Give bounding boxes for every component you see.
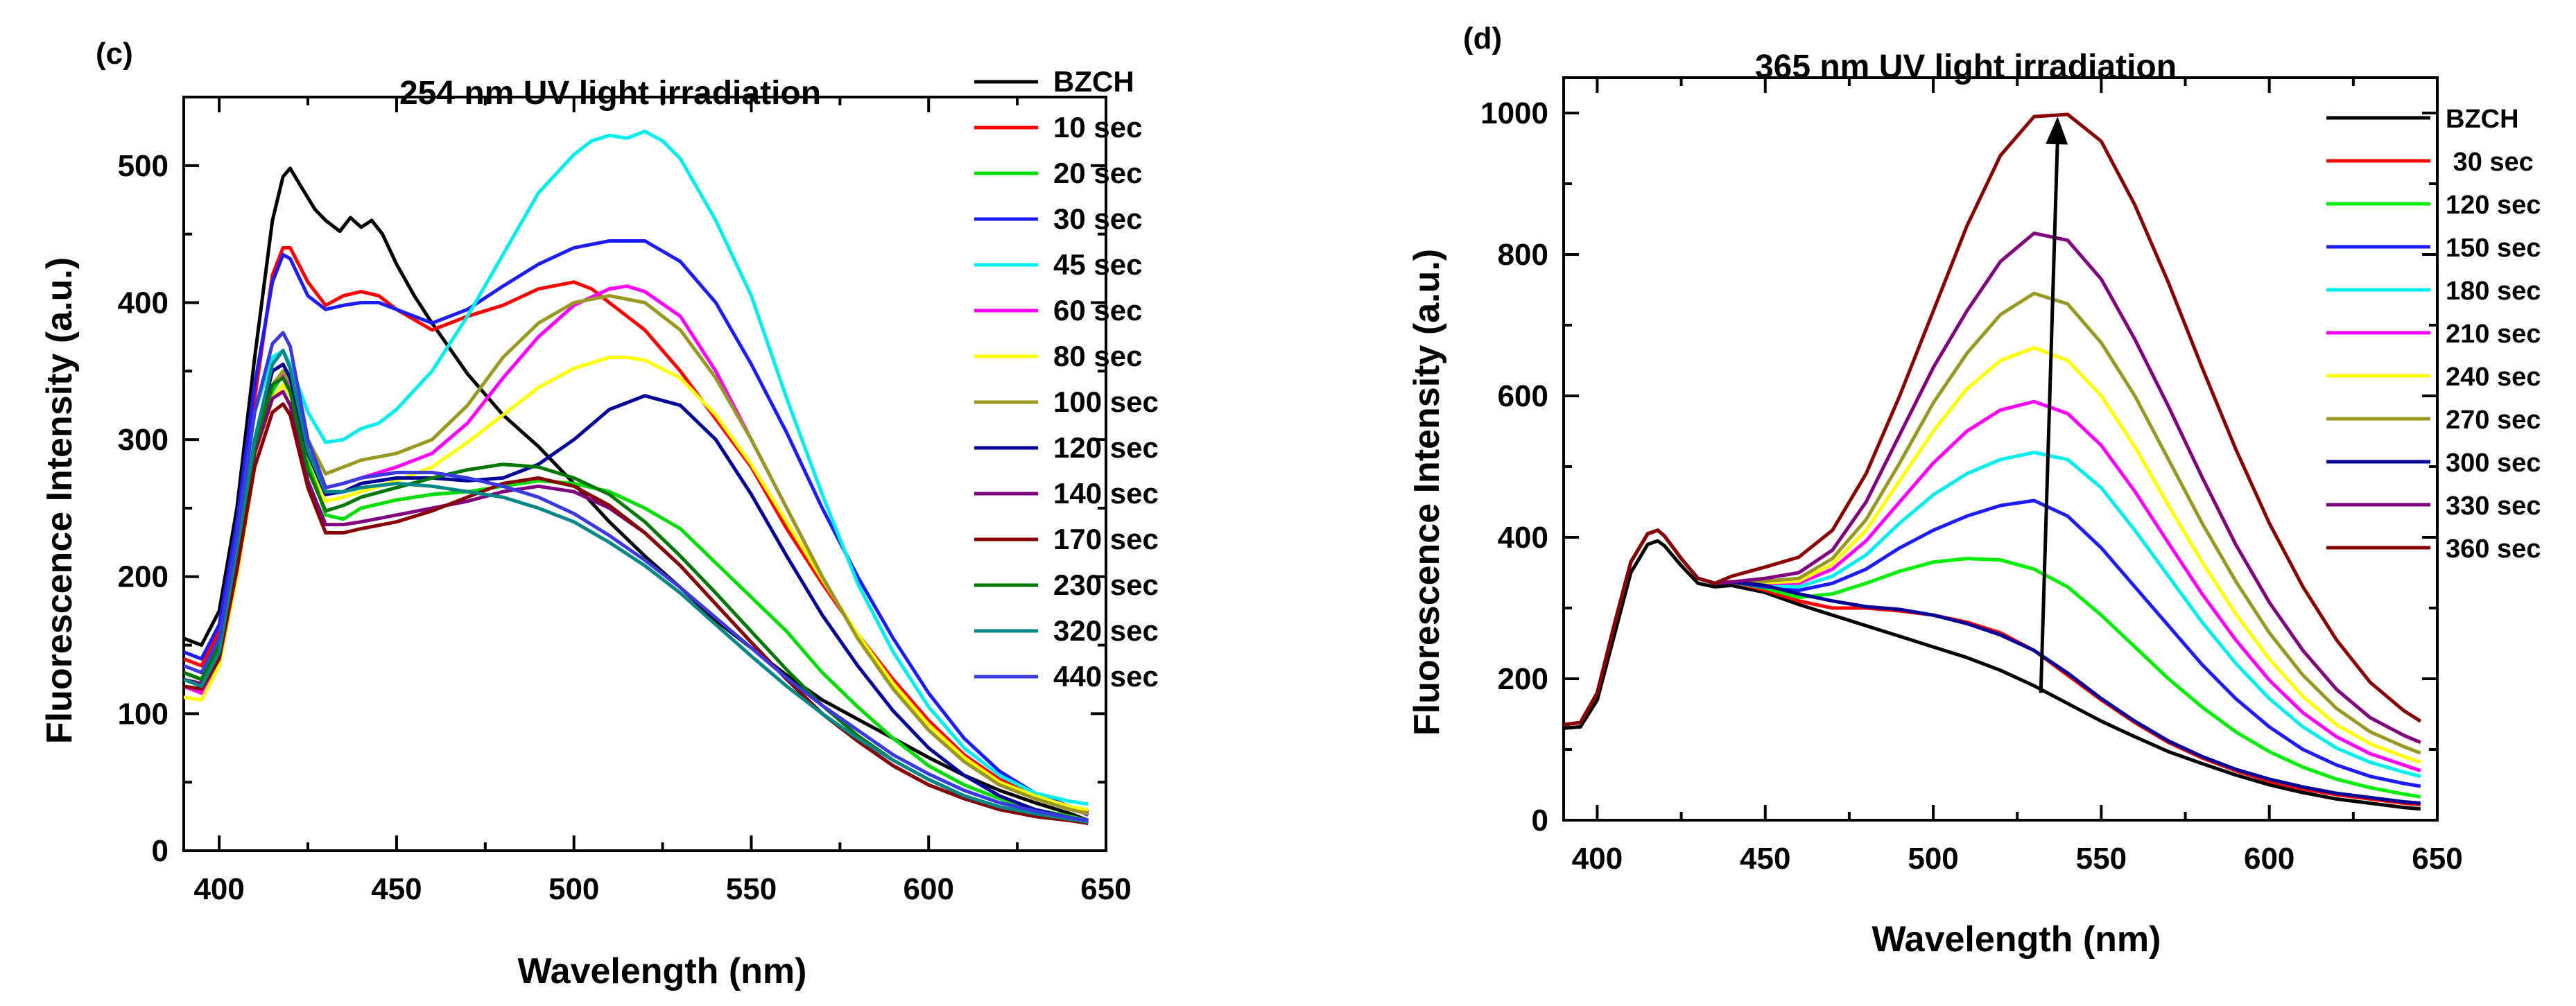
legend-label: 30 sec — [2446, 148, 2534, 177]
series-line-100-sec — [184, 294, 1089, 816]
legend: BZCH 10 sec 20 sec 30 sec 45 sec 60 sec 80 sec… — [974, 65, 1159, 693]
series-line-180-sec — [1564, 451, 2421, 779]
plot-area: 400 450 500 550 600 650 0 200 400 600 800 1000 — [1480, 76, 2463, 876]
legend-label: BZCH — [2446, 105, 2519, 134]
x-tick-label: 450 — [371, 872, 422, 906]
legend-label: BZCH — [1053, 65, 1134, 98]
x-tick-label: 600 — [904, 872, 954, 906]
y-tick-label: 400 — [1498, 521, 1548, 555]
y-tick-label: 600 — [1498, 379, 1548, 413]
y-tick-label: 200 — [1498, 662, 1548, 696]
legend-label: 150 sec — [2446, 234, 2541, 263]
y-tick-label: 1000 — [1480, 96, 1548, 130]
legend-label: 120 sec — [1053, 431, 1159, 464]
y-tick-label: 100 — [118, 697, 168, 731]
series-group — [1564, 112, 2422, 811]
x-tick-label: 400 — [193, 872, 244, 906]
y-tick-label: 300 — [118, 423, 168, 457]
legend-label: 230 sec — [1053, 569, 1159, 601]
x-tick-label: 450 — [1740, 842, 1790, 876]
x-tick-label: 400 — [1572, 842, 1623, 876]
x-tick-label: 650 — [1080, 872, 1131, 906]
x-tick-label: 500 — [548, 872, 599, 906]
series-line-bzch — [1564, 539, 2421, 811]
legend-label: 210 sec — [2446, 320, 2541, 349]
legend-label: 120 sec — [2446, 191, 2541, 220]
series-line-440-sec — [184, 331, 1089, 822]
series-line-320-sec — [184, 349, 1089, 824]
plot-area: 400 450 500 550 600 650 0 100 200 300 400 500 — [118, 96, 1132, 906]
legend-label: 100 sec — [1053, 385, 1159, 418]
y-tick-label: 0 — [1532, 804, 1548, 838]
trend-arrow-head — [2046, 116, 2068, 145]
panel-label: (d) — [1463, 21, 1502, 55]
series-line-80-sec — [184, 356, 1089, 812]
y-tick-label: 400 — [118, 286, 168, 320]
legend-label: 80 sec — [1053, 340, 1142, 372]
legend-label: 180 sec — [2446, 277, 2541, 306]
y-tick-label: 500 — [118, 149, 168, 183]
panel-d: (d) 365 nm UV light irradiation 400 450 50… — [1407, 21, 2541, 960]
legend-label: 20 sec — [1053, 157, 1142, 189]
chart-title: 254 nm UV light irradiation — [399, 75, 821, 112]
x-tick-label: 550 — [726, 872, 777, 906]
x-tick-label: 650 — [2412, 842, 2462, 876]
legend-label: 10 sec — [1053, 111, 1142, 144]
series-line-170-sec — [184, 402, 1089, 825]
y-axis-label: Fluorescence Intensity (a.u.) — [1407, 249, 1447, 736]
series-line-210-sec — [1564, 399, 2421, 772]
legend-label: 45 sec — [1053, 248, 1142, 281]
trend-arrow-shaft — [2039, 137, 2059, 693]
panel-c: (c) 254 nm UV light irradiation 400 450 50… — [40, 37, 1159, 991]
legend-label: 60 sec — [1053, 294, 1142, 327]
chart-title: 365 nm UV light irradiation — [1755, 49, 2177, 85]
legend: BZCH 30 sec 120 sec 150 sec 180 sec 210 sec 2… — [2326, 105, 2541, 564]
panel-label: (c) — [96, 37, 133, 71]
series-group — [184, 129, 1089, 825]
y-tick-label: 200 — [118, 560, 168, 594]
series-line-150-sec — [1564, 498, 2421, 788]
series-line-230-sec — [184, 376, 1089, 824]
y-tick-label: 0 — [152, 834, 168, 868]
x-tick-label: 600 — [2244, 842, 2294, 876]
legend-label: 440 sec — [1053, 660, 1159, 693]
legend-label: 170 sec — [1053, 523, 1159, 555]
legend-label: 30 sec — [1053, 202, 1142, 235]
legend-label: 330 sec — [2446, 492, 2541, 521]
legend-label: 240 sec — [2446, 363, 2541, 392]
x-axis-label: Wavelength (nm) — [518, 951, 807, 991]
legend-label: 270 sec — [2446, 406, 2541, 435]
series-line-120-sec — [184, 362, 1089, 822]
series-line-140-sec — [184, 390, 1089, 825]
series-line-30-sec — [184, 239, 1089, 817]
series-line-360-sec — [1564, 112, 2422, 727]
legend-label: 140 sec — [1053, 477, 1159, 510]
x-axis-label: Wavelength (nm) — [1872, 919, 2161, 960]
x-tick-label: 500 — [1908, 842, 1958, 876]
plot-frame — [182, 96, 1107, 852]
legend-label: 300 sec — [2446, 449, 2541, 478]
legend-label: 320 sec — [1053, 614, 1159, 647]
y-tick-label: 800 — [1498, 238, 1548, 272]
y-axis-label: Fluorescence Intensity (a.u.) — [40, 257, 80, 744]
series-line-20-sec — [184, 372, 1089, 822]
legend-label: 360 sec — [2446, 535, 2541, 564]
series-line-10-sec — [184, 245, 1089, 815]
x-tick-label: 550 — [2076, 842, 2127, 876]
plot-frame — [1562, 76, 2439, 822]
